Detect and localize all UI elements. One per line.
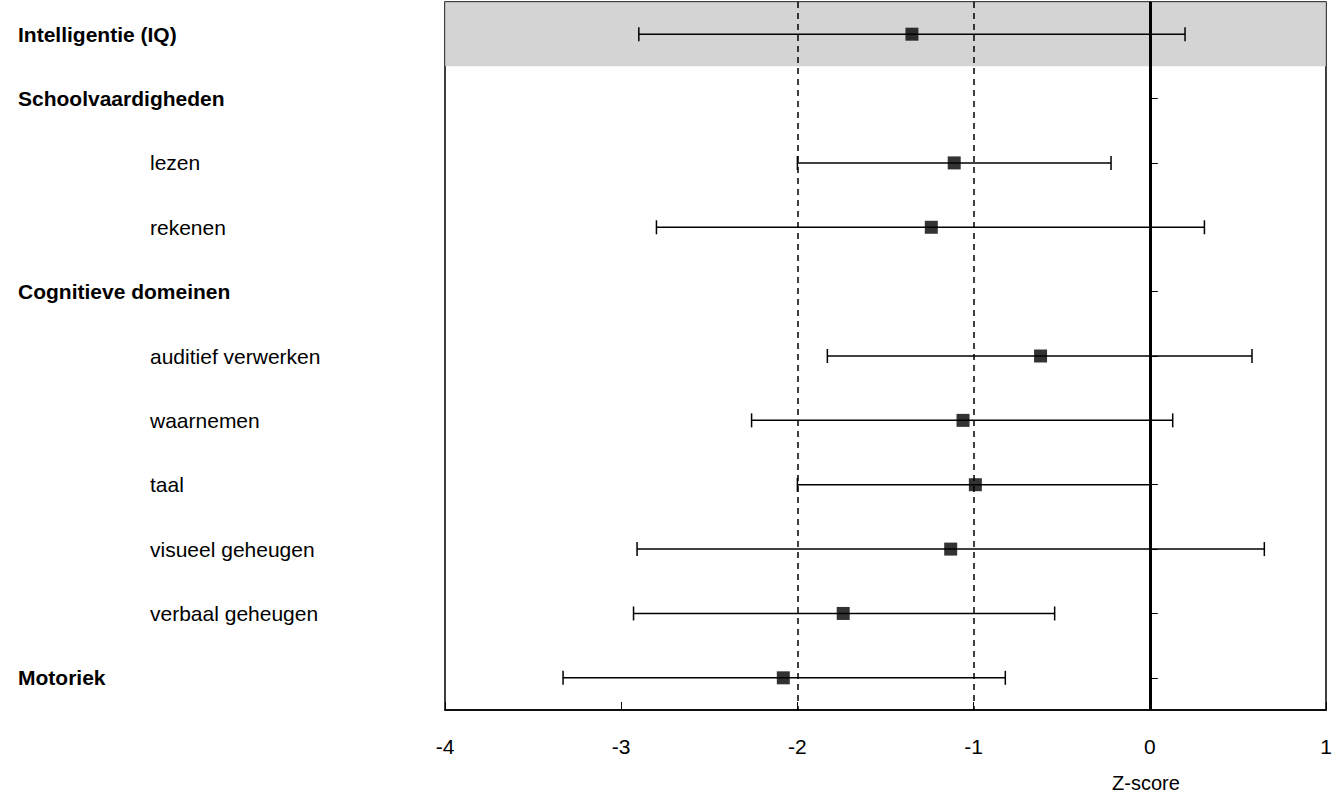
svg-text:Schoolvaardigheden: Schoolvaardigheden: [18, 87, 225, 110]
svg-text:Cognitieve domeinen: Cognitieve domeinen: [18, 280, 230, 303]
svg-text:visueel geheugen: visueel geheugen: [150, 538, 315, 561]
svg-text:Motoriek: Motoriek: [18, 666, 106, 689]
svg-text:-4: -4: [436, 735, 455, 758]
svg-text:-1: -1: [964, 735, 983, 758]
svg-text:1: 1: [1320, 735, 1332, 758]
svg-text:rekenen: rekenen: [150, 216, 226, 239]
svg-text:Intelligentie (IQ): Intelligentie (IQ): [18, 23, 177, 46]
svg-text:waarnemen: waarnemen: [149, 409, 260, 432]
svg-text:lezen: lezen: [150, 151, 200, 174]
svg-text:-3: -3: [612, 735, 631, 758]
svg-text:taal: taal: [150, 473, 184, 496]
svg-text:Z-score: Z-score: [1112, 772, 1180, 794]
svg-text:-2: -2: [788, 735, 807, 758]
svg-text:auditief verwerken: auditief verwerken: [150, 345, 320, 368]
svg-text:verbaal geheugen: verbaal geheugen: [150, 602, 318, 625]
svg-text:0: 0: [1144, 735, 1156, 758]
